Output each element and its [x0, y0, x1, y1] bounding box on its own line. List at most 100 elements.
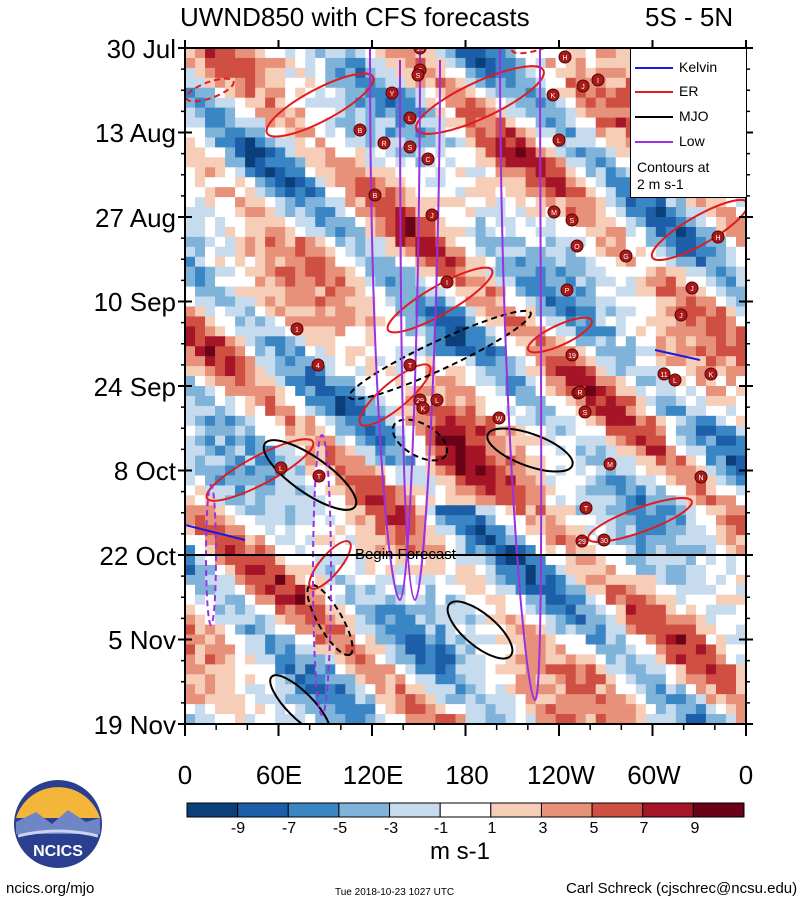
heat-cell: [695, 535, 707, 546]
heat-cell: [375, 77, 386, 89]
heat-cell: [605, 714, 617, 724]
heat-cell: [465, 137, 477, 149]
heat-cell: [225, 694, 236, 705]
heat-cell: [605, 495, 617, 506]
heat-cell: [445, 256, 457, 268]
heat-cell: [675, 217, 687, 228]
heat-cell: [355, 187, 366, 198]
heat-cell: [395, 376, 406, 387]
heat-cell: [295, 694, 306, 705]
heat-cell: [255, 217, 266, 228]
heat-cell: [595, 296, 607, 308]
heat-cell: [415, 674, 427, 685]
heat-cell: [475, 694, 487, 705]
heat-cell: [665, 634, 677, 646]
heat-cell: [695, 594, 707, 606]
heat-cell: [205, 435, 216, 447]
heat-cell: [465, 167, 477, 178]
heat-cell: [385, 455, 396, 467]
heat-cell: [675, 366, 687, 377]
heat-cell: [395, 644, 406, 656]
heat-cell: [575, 604, 587, 616]
heat-cell: [325, 217, 336, 228]
heat-cell: [615, 634, 627, 646]
heat-cell: [295, 386, 306, 397]
heat-cell: [485, 555, 497, 566]
heat-cell: [635, 664, 647, 675]
heat-cell: [195, 346, 206, 357]
heat-cell: [685, 256, 697, 268]
heat-cell: [285, 197, 296, 208]
heat-cell: [235, 535, 246, 546]
heat-cell: [465, 475, 477, 487]
heat-cell: [355, 97, 366, 109]
heat-cell: [625, 366, 637, 377]
heat-cell: [715, 714, 727, 724]
wave-contours: [185, 48, 746, 724]
heat-cell: [545, 77, 557, 89]
storm-label: O: [574, 244, 580, 251]
heat-cell: [675, 644, 687, 656]
heat-cell: [555, 604, 567, 616]
heat-cell: [375, 107, 386, 119]
heat-cell: [515, 525, 527, 536]
heat-cell: [725, 336, 737, 347]
heat-cell: [635, 714, 647, 724]
heat-cell: [325, 445, 336, 457]
heat-cell: [725, 266, 737, 278]
heat-cell: [245, 117, 256, 129]
heat-cell: [625, 336, 637, 347]
heat-cell: [595, 336, 607, 347]
heat-cell: [735, 246, 746, 258]
heat-cell: [615, 127, 627, 139]
heat-cell: [515, 684, 527, 695]
heat-cell: [435, 48, 447, 59]
heat-cell: [195, 435, 206, 447]
logo-mountains: [16, 810, 100, 834]
heat-cell: [265, 694, 276, 705]
heat-cell: [575, 574, 587, 586]
heat-cell: [525, 435, 537, 447]
heat-cell: [385, 574, 396, 586]
heat-cell: [495, 226, 507, 238]
heat-cell: [385, 475, 396, 487]
heat-cell: [325, 256, 336, 268]
heat-cell: [195, 117, 206, 129]
heat-cell: [625, 594, 637, 606]
heat-cell: [195, 366, 206, 377]
heat-cell: [555, 187, 567, 198]
heat-cell: [635, 604, 647, 616]
heat-cell: [655, 455, 667, 467]
heat-cell: [675, 286, 687, 298]
heat-cell: [595, 236, 607, 248]
heat-cell: [455, 594, 467, 606]
heat-cell: [595, 117, 607, 129]
heat-cell: [565, 226, 577, 238]
heat-cell: [305, 366, 316, 377]
heat-cell: [725, 217, 737, 228]
heat-cell: [695, 674, 707, 685]
heat-cell: [255, 246, 266, 258]
heat-cell: [235, 207, 246, 218]
heat-cell: [345, 266, 356, 278]
heat-cell: [435, 545, 447, 556]
heat-cell: [405, 346, 417, 357]
heat-cell: [545, 495, 557, 506]
heat-cell: [455, 346, 467, 357]
heat-cell: [575, 326, 587, 337]
heat-cell: [305, 236, 316, 248]
heat-cell: [555, 634, 567, 646]
footer-url[interactable]: ncics.org/mjo: [6, 880, 95, 897]
storm-markers: 16SYBLRSCBJSHKJILMSOGHPJJ19RSWLI29KT14LT…: [274, 48, 725, 548]
heat-cell: [215, 157, 226, 168]
heat-cell: [525, 67, 537, 79]
heat-cell: [295, 535, 306, 546]
heat-cell: [635, 614, 647, 626]
heat-cell: [555, 386, 567, 397]
heat-cell: [725, 694, 737, 705]
heat-cell: [545, 485, 557, 496]
storm-symbol: [425, 208, 439, 222]
heat-cell: [185, 545, 196, 556]
heat-cell: [185, 555, 196, 566]
heat-cell: [275, 405, 286, 417]
